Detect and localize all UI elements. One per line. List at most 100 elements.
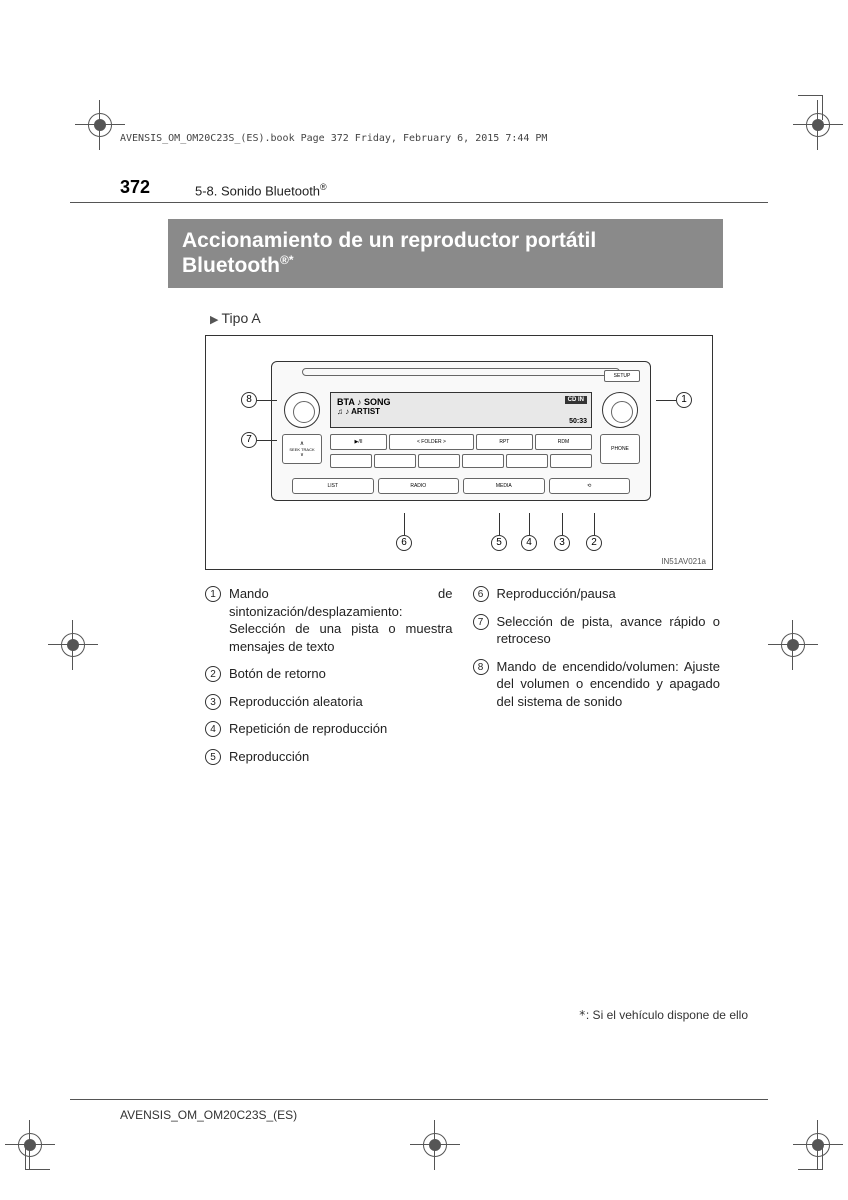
preset-button (374, 454, 416, 468)
crop-mark (48, 620, 98, 670)
section-label: 5-8. Sonido Bluetooth® (195, 182, 327, 198)
leader-line (499, 513, 500, 535)
radio-diagram: SETUP BTA ♪ SONG ♫ ♪ ARTIST CD IN 50:33 … (205, 335, 713, 570)
legend-num: 3 (205, 694, 221, 710)
callout-7: 7 (241, 432, 257, 448)
bottom-row: LIST RADIO MEDIA ⟲ (292, 478, 630, 494)
title-box: Accionamiento de un reproductor portátil… (168, 219, 723, 288)
preset-button (550, 454, 592, 468)
button-row-2 (330, 454, 592, 468)
seek-up: ∧ (283, 440, 321, 447)
header-rule (70, 202, 768, 203)
crop-corner (778, 1125, 823, 1170)
crop-mark (768, 620, 818, 670)
page-number: 372 (120, 177, 150, 198)
phone-button: PHONE (600, 434, 640, 464)
rdm-button: RDM (535, 434, 592, 450)
legend-item: 2 Botón de retorno (205, 665, 453, 683)
display-mode: BTA (337, 397, 355, 407)
leader-line (404, 513, 405, 535)
legend-text: Mando de sintonización/desplazamiento: S… (229, 585, 453, 655)
button-row-1: ▶/II < FOLDER > RPT RDM (330, 434, 592, 450)
callout-8: 8 (241, 392, 257, 408)
legend-item: 5 Reproducción (205, 748, 453, 766)
legend-num: 2 (205, 666, 221, 682)
rpt-button: RPT (476, 434, 533, 450)
legend-num: 5 (205, 749, 221, 765)
display-artist: ♫ ♪ ARTIST (337, 407, 585, 416)
crop-corner (778, 95, 823, 140)
image-code: IN51AV021a (661, 557, 706, 566)
legend-item: 4 Repetición de reproducción (205, 720, 453, 738)
legend-num: 7 (473, 614, 489, 630)
callout-1: 1 (676, 392, 692, 408)
footer-code: AVENSIS_OM_OM20C23S_(ES) (120, 1108, 297, 1122)
volume-knob (284, 392, 320, 428)
leader-line (656, 400, 676, 401)
leader-line (594, 513, 595, 535)
legend-item: 7 Selección de pista, avance rápido o ret… (473, 613, 721, 648)
legend-text: Botón de retorno (229, 665, 453, 683)
folder-button: < FOLDER > (389, 434, 474, 450)
header-line: AVENSIS_OM_OM20C23S_(ES).book Page 372 F… (120, 133, 547, 144)
legend-text: Reproducción/pausa (497, 585, 721, 603)
legend-col-left: 1 Mando de sintonización/desplazamiento: … (205, 585, 453, 775)
legend-item: 1 Mando de sintonización/desplazamiento: … (205, 585, 453, 655)
title-word: Bluetooth (182, 254, 280, 277)
title-line1: Accionamiento de un reproductor portátil (182, 229, 709, 253)
crop-mark (75, 100, 125, 150)
callout-4: 4 (521, 535, 537, 551)
callout-5: 5 (491, 535, 507, 551)
media-button: MEDIA (463, 478, 545, 494)
preset-button (506, 454, 548, 468)
legend-text: Selección de pista, avance rápido o retr… (497, 613, 721, 648)
leader-line (257, 440, 277, 441)
legend-text: Repetición de reproducción (229, 720, 453, 738)
legend-num: 4 (205, 721, 221, 737)
crop-mark (410, 1120, 460, 1170)
legend-text: Reproducción aleatoria (229, 693, 453, 711)
callout-3: 3 (554, 535, 570, 551)
title-line2: Bluetooth®* (182, 253, 709, 278)
footnote-text: : Si el vehículo dispone de ello (586, 1008, 748, 1022)
legend-num: 8 (473, 659, 489, 675)
preset-button (330, 454, 372, 468)
display-time: 50:33 (569, 418, 587, 425)
preset-button (418, 454, 460, 468)
tune-knob (602, 392, 638, 428)
legend-item: 3 Reproducción aleatoria (205, 693, 453, 711)
setup-button: SETUP (604, 370, 640, 382)
list-button: LIST (292, 478, 374, 494)
legend-text: Reproducción (229, 748, 453, 766)
radio-button: RADIO (378, 478, 460, 494)
crop-corner (25, 1125, 70, 1170)
leader-line (529, 513, 530, 535)
callout-2: 2 (586, 535, 602, 551)
legend-item: 8 Mando de encendido/volumen: Ajuste del … (473, 658, 721, 711)
title-suffix: ®* (280, 253, 294, 267)
display-song: ♪ SONG (357, 397, 391, 407)
leader-line (257, 400, 277, 401)
cd-in-indicator: CD IN (565, 396, 587, 404)
subtype-label: Tipo A (210, 310, 261, 326)
play-pause-button: ▶/II (330, 434, 387, 450)
callout-6: 6 (396, 535, 412, 551)
radio-display: BTA ♪ SONG ♫ ♪ ARTIST CD IN 50:33 (330, 392, 592, 428)
seek-down: ∨ (283, 452, 321, 458)
preset-button (462, 454, 504, 468)
footer-rule (70, 1099, 768, 1100)
legend-col-right: 6 Reproducción/pausa 7 Selección de pista,… (473, 585, 721, 775)
back-button: ⟲ (549, 478, 631, 494)
radio-unit: SETUP BTA ♪ SONG ♫ ♪ ARTIST CD IN 50:33 … (271, 361, 651, 501)
seek-track-button: ∧ SEEK TRACK ∨ (282, 434, 322, 464)
legend-text: Mando de encendido/volumen: Ajuste del v… (497, 658, 721, 711)
legend: 1 Mando de sintonización/desplazamiento: … (205, 585, 720, 775)
legend-num: 6 (473, 586, 489, 602)
footnote-asterisk: * (579, 1008, 586, 1022)
section-text: 5-8. Sonido Bluetooth (195, 183, 320, 198)
legend-item: 6 Reproducción/pausa (473, 585, 721, 603)
leader-line (562, 513, 563, 535)
cd-slot (302, 368, 620, 376)
footnote: *: Si el vehículo dispone de ello (579, 1008, 748, 1022)
legend-num: 1 (205, 586, 221, 602)
